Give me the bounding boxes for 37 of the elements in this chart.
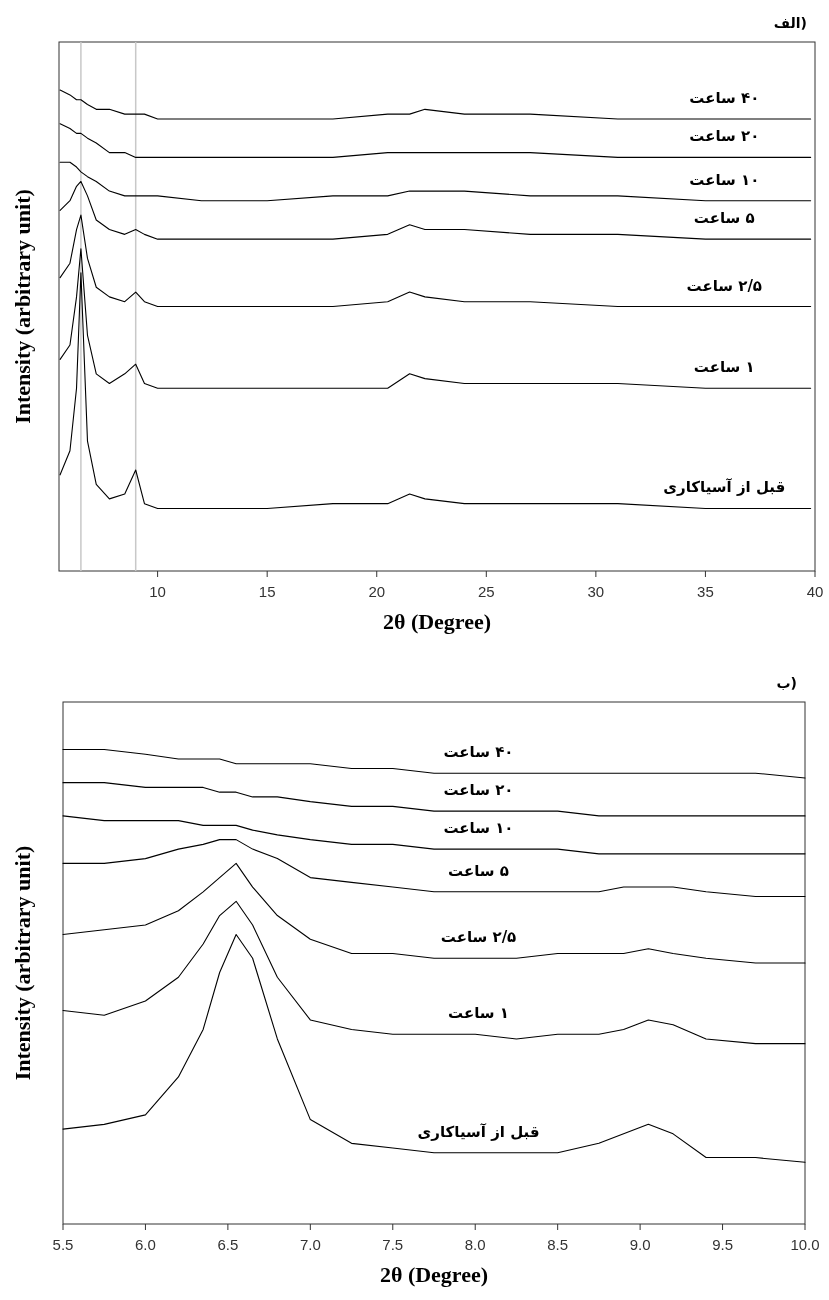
- x-tick-label: 8.0: [464, 1236, 486, 1253]
- x-axis-title: 2θ (Degree): [379, 1262, 489, 1287]
- chart-title: الف): [773, 15, 807, 31]
- series-label: ۵ ساعت: [693, 209, 755, 228]
- y-axis-title: Intensity (arbitrary unit): [10, 189, 35, 424]
- series-label: ۱ ساعت: [448, 1004, 509, 1023]
- series-label: ۲/۵ ساعت: [440, 928, 517, 947]
- x-tick-label: 25: [477, 583, 495, 600]
- x-tick-label: 15: [258, 583, 276, 600]
- series-label: ۱۰ ساعت: [689, 170, 760, 189]
- series-label: ۱۰ ساعت: [443, 819, 514, 838]
- series-label: ۴۰ ساعت: [689, 88, 760, 107]
- x-tick-label: 20: [368, 583, 386, 600]
- x-tick-label: 10: [149, 583, 166, 600]
- series-label: قبل از آسیاکاری: [663, 478, 786, 497]
- chart-title: ب): [776, 675, 797, 691]
- x-tick-label: 35: [697, 583, 714, 600]
- x-tick-label: 6.0: [135, 1236, 156, 1253]
- x-tick-label: 40: [806, 583, 824, 600]
- x-tick-label: 8.5: [547, 1236, 569, 1253]
- x-tick-label: 7.0: [299, 1236, 321, 1253]
- series-label: ۵ ساعت: [448, 861, 509, 880]
- x-tick-label: 5.5: [52, 1236, 74, 1253]
- series-label: ۲۰ ساعت: [689, 127, 760, 146]
- x-tick-label: 7.5: [382, 1236, 404, 1253]
- series-label: ۲۰ ساعت: [443, 781, 514, 800]
- series-label: ۴۰ ساعت: [443, 743, 514, 762]
- x-tick-label: 9.0: [629, 1236, 651, 1253]
- y-axis-title: Intensity (arbitrary unit): [10, 845, 35, 1081]
- x-tick-label: 6.5: [217, 1236, 239, 1253]
- series-label: ۲/۵ ساعت: [686, 276, 763, 295]
- series-label: ۱ ساعت: [693, 358, 755, 377]
- x-axis-title: 2θ (Degree): [382, 609, 492, 634]
- series-label: قبل از آسیاکاری: [417, 1122, 540, 1141]
- x-tick-label: 30: [587, 583, 605, 600]
- x-tick-label: 9.5: [712, 1236, 733, 1253]
- x-tick-label: 10.0: [790, 1236, 820, 1253]
